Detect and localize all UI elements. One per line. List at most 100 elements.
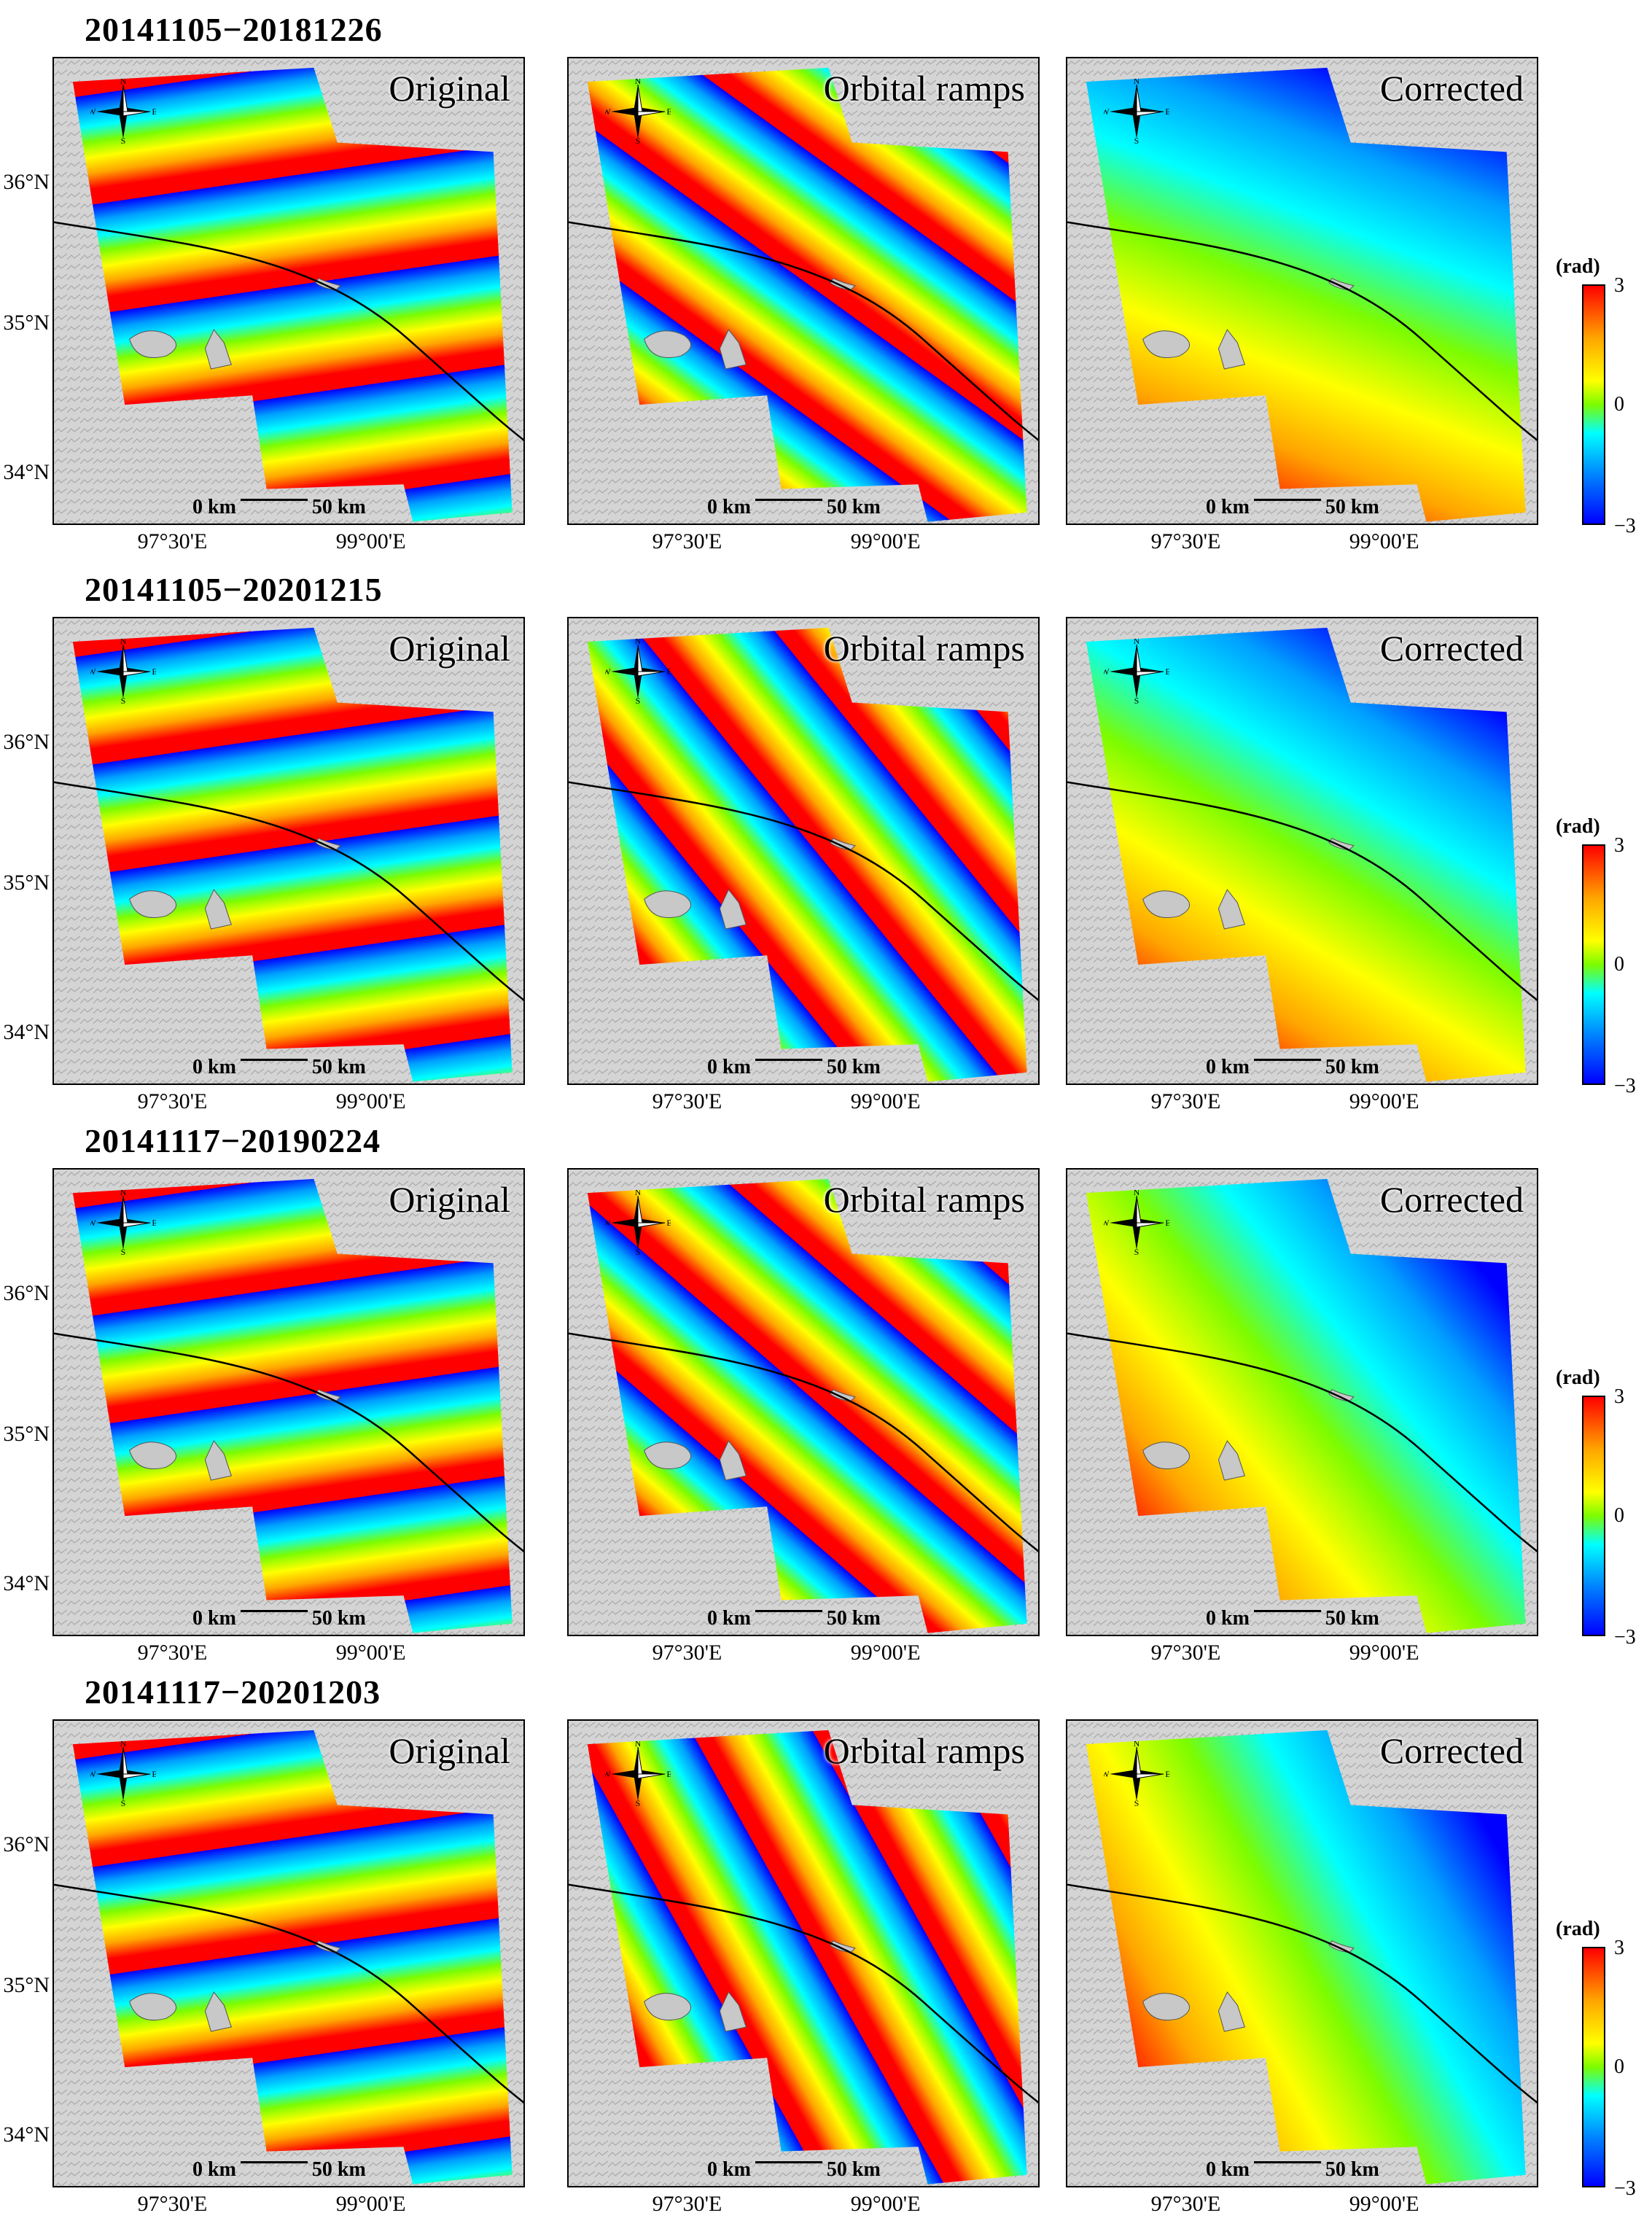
north-arrow-icon: N S E W: [87, 1187, 157, 1257]
lake-shape: [719, 889, 747, 930]
fault-line: [1067, 781, 1537, 1001]
scale-end: 50 km: [311, 1607, 366, 1630]
lake-shape: [644, 1993, 691, 2021]
colorbar-tick: 0: [1614, 393, 1624, 416]
lon-tick-label: 99°00'E: [850, 529, 921, 553]
panel-orbital: N S E W Orbital ramps 0 km 50 km: [567, 1719, 1040, 2187]
scale-bar: 0 km 50 km: [707, 1056, 881, 1079]
lon-tick-label: 97°30'E: [1150, 529, 1221, 553]
north-arrow-icon: N S E W: [602, 1187, 671, 1257]
svg-text:E: E: [1165, 666, 1169, 677]
lon-tick-label: 99°00'E: [850, 1089, 921, 1113]
lon-tick-label: 99°00'E: [1349, 2192, 1419, 2216]
phase-swath: [72, 1178, 513, 1633]
scale-bar: 0 km 50 km: [1206, 2158, 1379, 2182]
colorbar-unit: (rad): [1556, 815, 1600, 838]
scale-start: 0 km: [192, 496, 236, 518]
scale-end: 50 km: [826, 496, 881, 518]
svg-text:S: S: [636, 696, 641, 704]
scale-start: 0 km: [1206, 1607, 1250, 1630]
north-arrow-icon: N S E W: [602, 636, 671, 706]
lake-shape: [204, 1440, 233, 1481]
svg-text:W: W: [90, 106, 96, 117]
lake-shape: [1142, 1993, 1190, 2021]
svg-text:S: S: [121, 1798, 126, 1807]
scale-line: [755, 2161, 822, 2164]
colorbar: [1582, 284, 1605, 525]
fault-line: [54, 221, 523, 441]
map-image: [1067, 618, 1537, 1084]
lon-tick-label: 97°30'E: [1150, 1641, 1221, 1665]
scale-bar: 0 km 50 km: [192, 1056, 366, 1079]
phase-swath: [587, 67, 1027, 522]
scale-bar: 0 km 50 km: [707, 1607, 881, 1630]
scale-end: 50 km: [826, 1056, 881, 1078]
svg-text:W: W: [1104, 106, 1110, 117]
colorbar-tick: −3: [1614, 515, 1636, 537]
panel-label: Corrected: [1379, 628, 1524, 669]
svg-text:W: W: [1104, 1218, 1110, 1228]
lon-tick-label: 97°30'E: [137, 1089, 208, 1113]
map-image: [569, 618, 1038, 1084]
scale-bar: 0 km 50 km: [707, 2158, 881, 2182]
svg-text:W: W: [605, 1218, 611, 1228]
svg-text:E: E: [1165, 1218, 1169, 1228]
scale-start: 0 km: [1206, 1056, 1250, 1078]
north-arrow-icon: N S E W: [87, 636, 157, 706]
phase-swath: [587, 1178, 1027, 1633]
lon-tick-label: 99°00'E: [335, 529, 406, 553]
lake-shape: [1142, 890, 1190, 919]
scale-end: 50 km: [826, 2158, 881, 2181]
lake-shape: [719, 329, 747, 370]
map-image: [1067, 58, 1537, 524]
map-image: [54, 618, 523, 1084]
scale-line: [240, 1059, 308, 1062]
svg-text:N: N: [635, 79, 642, 86]
scale-start: 0 km: [707, 1056, 751, 1078]
scale-bar: 0 km 50 km: [1206, 1607, 1379, 1630]
lat-tick-label: 34°N: [3, 1571, 50, 1596]
colorbar-tick: −3: [1614, 2177, 1636, 2200]
lake-shape: [1217, 329, 1246, 370]
fault-line: [54, 1332, 523, 1552]
map-image: [569, 1721, 1038, 2186]
lake-shape: [1217, 1440, 1246, 1481]
lon-tick-label: 97°30'E: [652, 529, 722, 553]
scale-end: 50 km: [311, 2158, 366, 2181]
panel-label: Original: [389, 1730, 510, 1771]
lat-tick-label: 35°N: [3, 870, 50, 895]
lat-tick-label: 36°N: [3, 1281, 50, 1306]
north-arrow-icon: N S E W: [87, 1738, 157, 1808]
north-arrow-icon: N S E W: [1101, 1738, 1170, 1808]
phase-swath: [72, 1730, 513, 2185]
colorbar: [1582, 1947, 1605, 2187]
panel-label: Original: [389, 68, 510, 109]
scale-bar: 0 km 50 km: [1206, 1056, 1379, 1079]
lat-tick-label: 34°N: [3, 1020, 50, 1045]
phase-swath: [587, 1730, 1027, 2185]
lon-tick-label: 99°00'E: [1349, 1089, 1419, 1113]
lake-shape: [204, 889, 233, 930]
map-image: [54, 1170, 523, 1635]
lake-shape: [204, 1991, 233, 2032]
colorbar: [1582, 844, 1605, 1085]
scale-start: 0 km: [192, 2158, 236, 2181]
panel-original: N S E W Original 0 km 50 km: [52, 617, 525, 1085]
lat-tick-label: 35°N: [3, 1972, 50, 1997]
svg-text:E: E: [1165, 106, 1169, 117]
lake-shape: [129, 330, 176, 359]
fault-line: [569, 1883, 1038, 2104]
colorbar-tick: 0: [1614, 2055, 1624, 2078]
svg-text:S: S: [1134, 1247, 1139, 1256]
map-image: [569, 58, 1038, 524]
lon-tick-label: 99°00'E: [1349, 529, 1419, 553]
lake-shape: [719, 1991, 747, 2032]
svg-text:W: W: [90, 666, 96, 677]
map-image: [1067, 1170, 1537, 1635]
fault-line: [569, 781, 1038, 1001]
scale-start: 0 km: [192, 1607, 236, 1630]
lat-tick-label: 36°N: [3, 1832, 50, 1857]
scale-line: [240, 2161, 308, 2164]
svg-text:N: N: [120, 639, 127, 646]
lake-shape: [719, 1440, 747, 1481]
